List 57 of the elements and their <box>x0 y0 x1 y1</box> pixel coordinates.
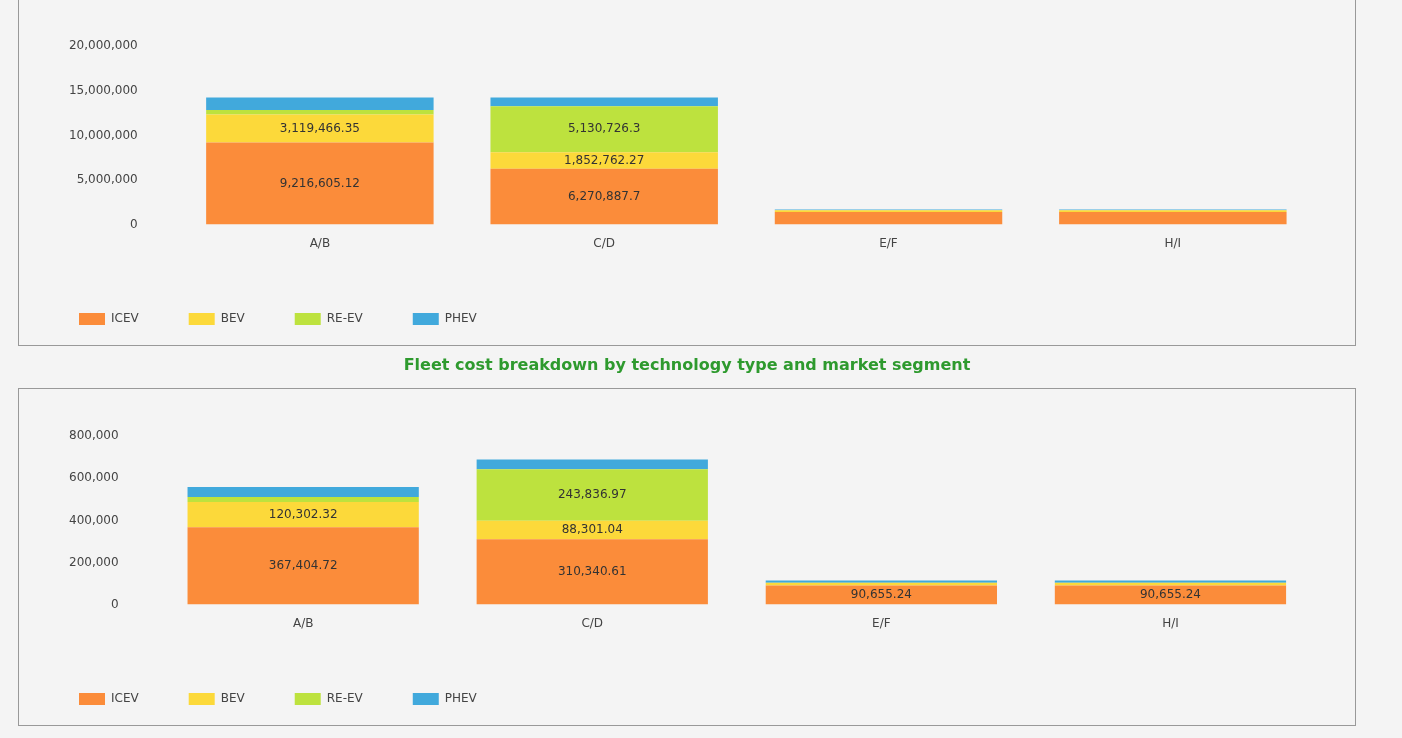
data-label: 88,301.04 <box>561 522 623 537</box>
bar <box>476 459 708 470</box>
x-tick-label: E/F <box>872 615 891 630</box>
legend-label: ICEV <box>111 691 140 706</box>
bar <box>476 469 708 521</box>
legend-label: PHEV <box>444 691 478 706</box>
bar <box>476 539 708 605</box>
x-tick-label: C/D <box>593 235 616 250</box>
data-label: 120,302.32 <box>268 506 338 521</box>
x-tick-label: H/I <box>1162 615 1179 630</box>
x-tick-label: H/I <box>1164 235 1182 250</box>
y-tick-label: 0 <box>130 216 138 231</box>
legend-label: BEV <box>220 691 246 706</box>
data-label: 90,655.24 <box>1139 587 1201 602</box>
y-tick-label: 200,000 <box>69 554 119 569</box>
bar <box>774 212 1003 225</box>
x-tick-label: C/D <box>581 615 604 630</box>
bar <box>1059 212 1287 225</box>
data-label: 90,655.24 <box>850 587 912 602</box>
bar <box>490 152 718 169</box>
data-label: 243,836.97 <box>557 487 627 502</box>
y-tick-label: 600,000 <box>69 470 119 485</box>
y-tick-label: 800,000 <box>69 428 119 443</box>
legend-label: PHEV <box>444 311 478 326</box>
bar <box>187 486 419 498</box>
legend-label: ICEV <box>111 311 140 326</box>
data-label: 6,270,887.7 <box>567 188 641 203</box>
bar <box>187 527 419 605</box>
x-tick-label: A/B <box>292 615 314 630</box>
data-label: 3,119,466.35 <box>279 120 360 135</box>
y-tick-label: 400,000 <box>69 512 119 527</box>
y-tick-label: 15,000,000 <box>68 82 138 97</box>
y-tick-label: 0 <box>110 596 119 611</box>
y-tick-label: 20,000,000 <box>68 38 138 53</box>
data-label: 9,216,605.12 <box>279 175 360 190</box>
y-tick-label: 5,000,000 <box>76 172 138 187</box>
bar <box>490 106 718 153</box>
x-tick-label: E/F <box>879 235 898 250</box>
bar <box>187 501 419 528</box>
legend-label: RE-EV <box>326 311 364 326</box>
bar <box>206 142 434 225</box>
data-label: 310,340.61 <box>557 564 627 579</box>
bar <box>490 97 718 107</box>
x-tick-label: A/B <box>309 235 331 250</box>
legend-label: RE-EV <box>326 691 364 706</box>
legend-label: BEV <box>220 311 246 326</box>
data-label: 367,404.72 <box>268 558 338 573</box>
bar <box>490 168 718 225</box>
bar <box>206 110 434 115</box>
y-tick-label: 10,000,000 <box>68 127 138 142</box>
bar <box>476 520 708 540</box>
chart-title: Fleet cost breakdown by technology type and market segment <box>402 355 972 374</box>
bar <box>187 497 419 502</box>
bar <box>206 114 434 143</box>
data-label: 1,852,762.27 <box>564 152 645 167</box>
bar <box>206 97 434 111</box>
data-label: 5,130,726.3 <box>567 121 641 136</box>
